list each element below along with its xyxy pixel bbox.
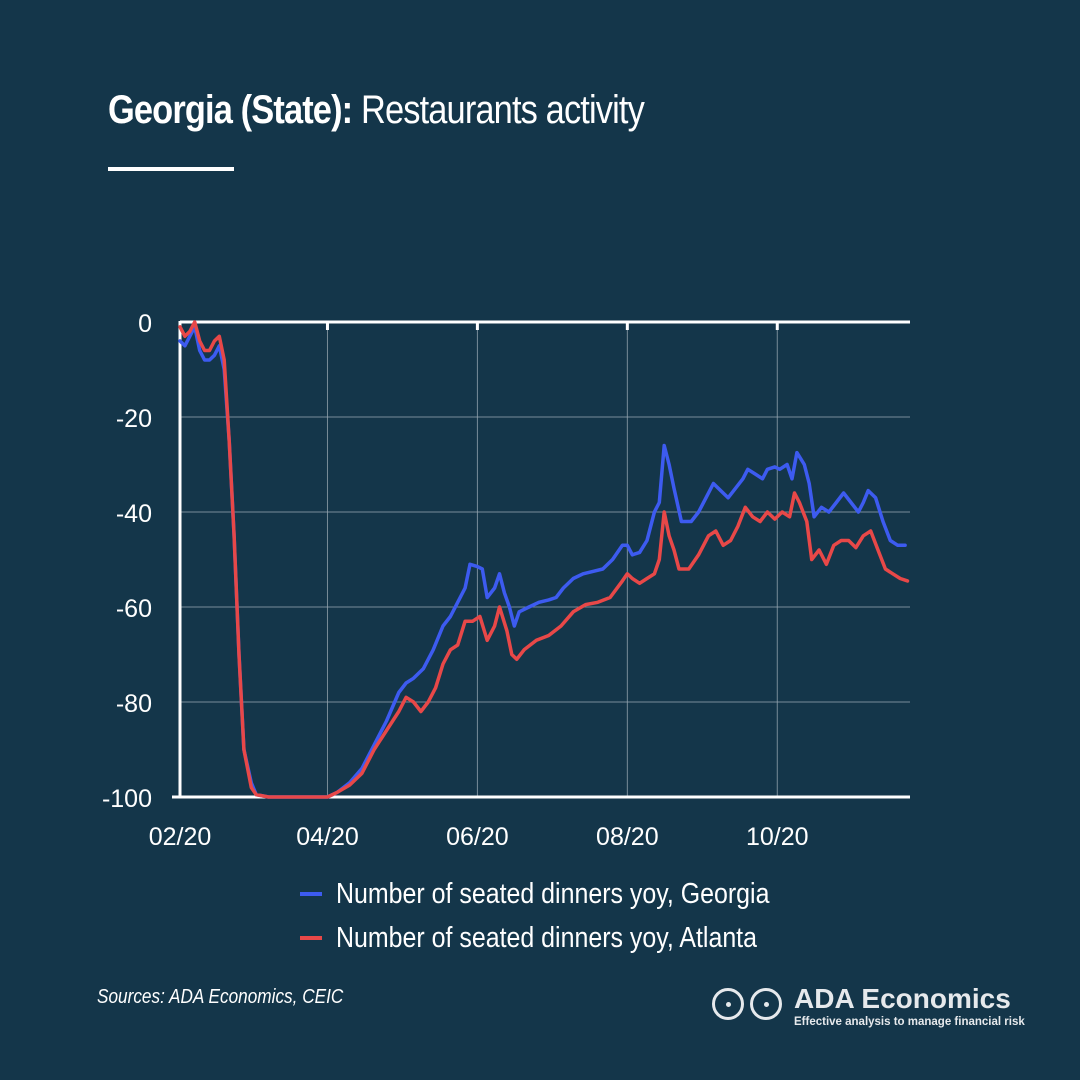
- chart-title: Georgia (State): Restaurants activity: [108, 88, 645, 133]
- brand-tagline: Effective analysis to manage financial r…: [794, 1016, 1025, 1028]
- chart-title-rest: Restaurants activity: [352, 88, 645, 132]
- legend-swatch-georgia: [300, 892, 322, 896]
- y-tick-label: -60: [116, 595, 152, 623]
- title-underline: [108, 167, 234, 171]
- series-line-georgia: [178, 325, 907, 799]
- brand-name: ADA Economics: [794, 983, 1011, 1014]
- x-tick-label: 08/20: [596, 823, 659, 851]
- legend: Number of seated dinners yoy, Georgia Nu…: [300, 872, 840, 960]
- y-tick-label: -100: [102, 785, 152, 813]
- brand-circle-icon: [750, 988, 782, 1020]
- legend-label-georgia: Number of seated dinners yoy, Georgia: [336, 877, 770, 910]
- legend-item-georgia: Number of seated dinners yoy, Georgia: [300, 872, 840, 916]
- legend-swatch-atlanta: [300, 936, 322, 940]
- x-tick-label: 04/20: [296, 823, 359, 851]
- x-tick-label: 02/20: [149, 823, 212, 851]
- x-tick-label: 06/20: [446, 823, 509, 851]
- brand-logo: ADA Economics Effective analysis to mana…: [712, 984, 1025, 1028]
- y-tick-label: 0: [138, 310, 152, 338]
- y-tick-label: -40: [116, 500, 152, 528]
- chart-title-bold: Georgia (State):: [108, 88, 353, 132]
- legend-label-atlanta: Number of seated dinners yoy, Atlanta: [336, 921, 757, 954]
- y-tick-label: -20: [116, 405, 152, 433]
- legend-item-atlanta: Number of seated dinners yoy, Atlanta: [300, 916, 840, 960]
- y-tick-label: -80: [116, 690, 152, 718]
- brand-circle-icon: [712, 988, 744, 1020]
- brand-circles-icon: [712, 988, 788, 1020]
- x-tick-label: 10/20: [746, 823, 809, 851]
- series-line-atlanta: [178, 320, 910, 799]
- sources-note: Sources: ADA Economics, CEIC: [97, 986, 344, 1008]
